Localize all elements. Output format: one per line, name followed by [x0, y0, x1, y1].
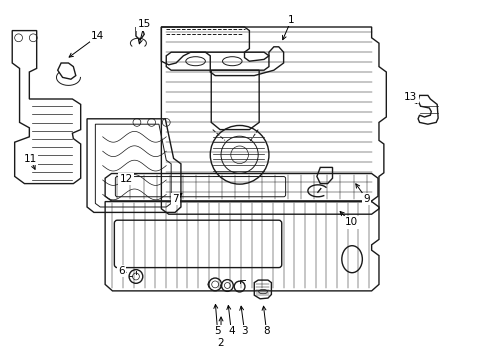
- Text: 5: 5: [214, 326, 221, 336]
- Text: 12: 12: [119, 174, 133, 184]
- Text: 11: 11: [23, 154, 37, 164]
- Text: 7: 7: [171, 194, 178, 204]
- Text: 3: 3: [241, 326, 247, 336]
- Text: 6: 6: [118, 266, 124, 276]
- Text: 1: 1: [287, 15, 294, 25]
- Text: 8: 8: [263, 326, 269, 336]
- Text: 14: 14: [91, 31, 104, 41]
- Text: 10: 10: [344, 217, 357, 228]
- Text: 2: 2: [217, 338, 224, 348]
- FancyBboxPatch shape: [114, 220, 281, 267]
- Text: 13: 13: [403, 92, 417, 102]
- Text: 15: 15: [137, 19, 151, 30]
- Text: 9: 9: [363, 194, 369, 204]
- Text: 4: 4: [227, 326, 234, 336]
